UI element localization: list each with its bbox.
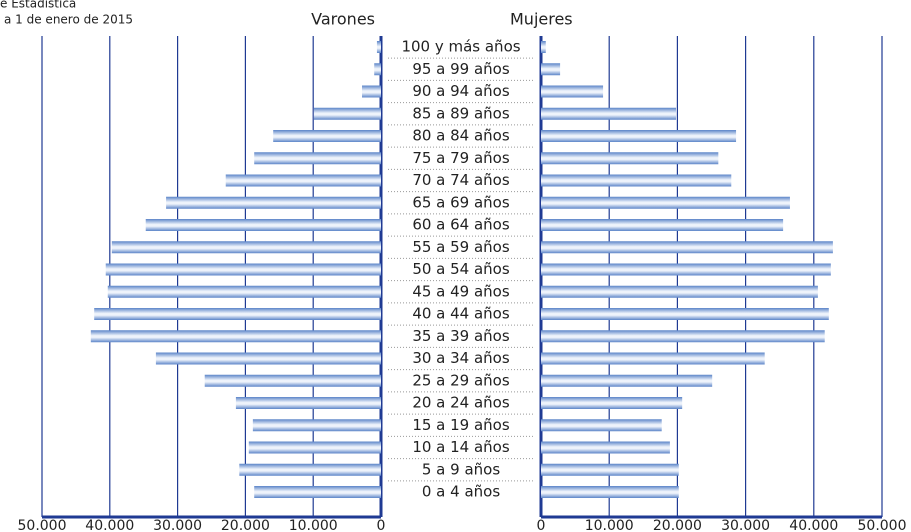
bar	[541, 397, 683, 409]
bar	[541, 285, 818, 298]
category-label: 0 a 4 años	[422, 483, 500, 501]
bar	[254, 152, 381, 165]
bar	[225, 174, 381, 187]
x-tick-label: 10.000	[585, 518, 634, 532]
category-label: 60 a 64 años	[412, 216, 510, 234]
bar	[541, 107, 677, 120]
category-label: 65 a 69 años	[412, 193, 510, 211]
bar	[90, 330, 381, 343]
bar	[541, 152, 719, 165]
category-label: 70 a 74 años	[412, 171, 510, 189]
bar	[145, 219, 381, 231]
x-tick-label: 50.000	[858, 518, 907, 532]
bar	[541, 85, 604, 98]
category-label: 5 a 9 años	[422, 460, 500, 478]
category-label: 50 a 54 años	[412, 260, 510, 278]
category-label: 45 a 49 años	[412, 282, 510, 300]
x-tick-label: 30.000	[153, 518, 202, 532]
category-label: 55 a 59 años	[412, 238, 510, 256]
bar	[541, 441, 670, 454]
bar	[541, 196, 790, 209]
source: e Estadística	[0, 0, 76, 11]
x-tick-label: 20.000	[653, 518, 702, 532]
bar	[155, 352, 381, 365]
bar	[541, 241, 833, 254]
bar	[541, 486, 679, 498]
category-label: 35 a 39 años	[412, 327, 510, 345]
bar	[541, 352, 765, 365]
bar	[313, 107, 381, 120]
category-label: 20 a 24 años	[412, 394, 510, 412]
x-tick-label: 10.000	[289, 518, 338, 532]
bar	[541, 41, 546, 53]
bar	[362, 85, 381, 98]
category-label: 40 a 44 años	[412, 305, 510, 323]
bar	[376, 41, 381, 53]
bar	[374, 63, 381, 76]
bar	[166, 196, 381, 209]
x-tick-label: 40.000	[789, 518, 838, 532]
bar	[107, 285, 382, 298]
bar	[541, 308, 829, 320]
bar	[111, 241, 382, 254]
bar	[541, 330, 825, 343]
x-tick-label: 0	[377, 518, 386, 532]
bar	[235, 397, 381, 409]
x-tick-label: 20.000	[221, 518, 270, 532]
bar	[252, 419, 381, 432]
category-label: 95 a 99 años	[412, 60, 510, 78]
category-label: 75 a 79 años	[412, 149, 510, 167]
x-tick-label: 0	[537, 518, 546, 532]
category-label: 100 y más años	[401, 38, 520, 56]
bar	[105, 263, 382, 276]
category-label: 10 a 14 años	[412, 438, 510, 456]
bar	[541, 174, 732, 187]
bar	[248, 441, 381, 454]
bar	[541, 374, 713, 387]
x-tick-label: 50.000	[18, 518, 67, 532]
bar	[541, 63, 561, 76]
bar	[94, 308, 382, 320]
bar	[541, 419, 662, 432]
bar	[273, 130, 381, 142]
bar	[204, 374, 381, 387]
category-label: 85 a 89 años	[412, 104, 510, 122]
bar	[541, 463, 679, 476]
bar	[541, 219, 784, 231]
category-label: 90 a 94 años	[412, 82, 510, 100]
category-label: 15 a 19 años	[412, 416, 510, 434]
bar	[254, 486, 381, 498]
bar	[541, 263, 831, 276]
category-label: 80 a 84 años	[412, 127, 510, 145]
x-tick-label: 40.000	[85, 518, 134, 532]
subtitle: a 1 de enero de 2015	[4, 13, 133, 27]
category-label: 30 a 34 años	[412, 349, 510, 367]
legend-label: Varones	[311, 10, 375, 29]
legend-label: Mujeres	[510, 10, 573, 29]
category-label: 25 a 29 años	[412, 371, 510, 389]
x-tick-label: 30.000	[721, 518, 770, 532]
bar	[239, 463, 381, 476]
bar	[541, 130, 737, 142]
